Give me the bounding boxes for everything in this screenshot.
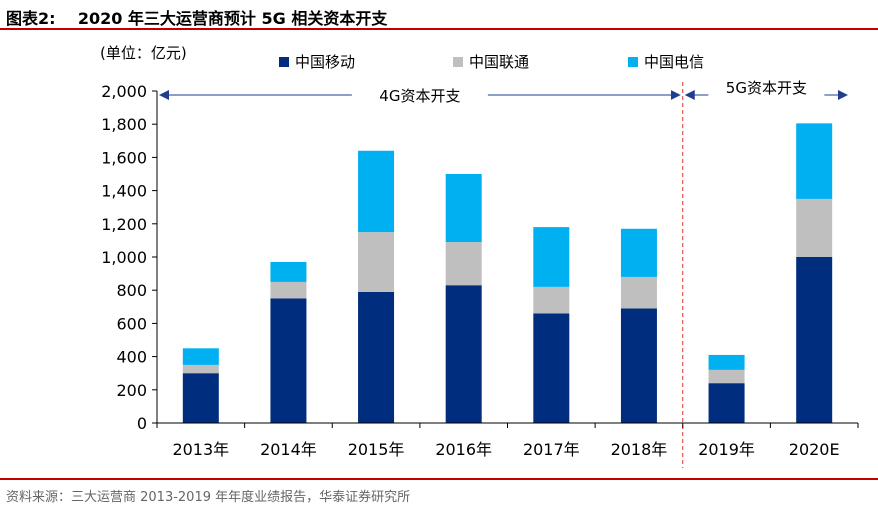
y-tick-label: 600	[116, 314, 147, 333]
period-4g-label: 4G资本开支	[379, 87, 460, 105]
bar-segment	[270, 298, 307, 423]
bar-segment	[182, 373, 219, 423]
bar-segment	[620, 276, 657, 309]
bar-segment	[445, 174, 482, 243]
legend-swatch	[628, 57, 638, 67]
bar-segment	[708, 354, 745, 370]
x-category-label: 2017年	[523, 440, 580, 459]
bar-segment	[533, 286, 570, 314]
figure-title-bar: 图表2: 2020 年三大运营商预计 5G 相关资本开支	[0, 0, 878, 30]
y-tick-label: 400	[116, 348, 147, 367]
x-category-label: 2013年	[172, 440, 229, 459]
y-tick-label: 800	[116, 281, 147, 300]
unit-label: (单位：亿元)	[100, 44, 187, 62]
bar-segment	[708, 369, 745, 384]
bar-segment	[445, 285, 482, 423]
period-5g-label-bg	[708, 82, 825, 106]
bar-segment	[270, 281, 307, 299]
y-tick-label: 1,400	[101, 182, 147, 201]
y-tick-label: 1,000	[101, 248, 147, 267]
legend-swatch	[453, 57, 463, 67]
x-category-label: 2020E	[789, 440, 840, 459]
legend-label: 中国联通	[469, 53, 529, 71]
bar-segment	[445, 242, 482, 286]
bar-segment	[358, 291, 395, 423]
legend: 中国移动 中国联通 中国电信	[279, 53, 704, 71]
bar-segment	[620, 308, 657, 423]
figure-source: 资料来源：三大运营商 2013-2019 年年度业绩报告，华泰证券研究所	[6, 490, 411, 505]
bar-segment	[796, 123, 833, 199]
y-tick-label: 1,600	[101, 148, 147, 167]
bar-segment	[796, 198, 833, 257]
bar-segment	[533, 227, 570, 287]
bar-segment	[796, 257, 833, 423]
y-tick-label: 1,800	[101, 115, 147, 134]
x-axis: 2013年 2014年 2015年 2016年 2017年 2018年 2019年 2020E	[156, 422, 859, 459]
bar-segment	[358, 232, 395, 292]
x-category-label: 2014年	[260, 440, 317, 459]
y-tick-label: 2,000	[101, 82, 147, 101]
figure-title: 图表2: 2020 年三大运营商预计 5G 相关资本开支	[6, 9, 388, 28]
x-category-label: 2019年	[698, 440, 755, 459]
period-4g-label-bg	[351, 82, 488, 106]
bar-segment	[270, 261, 307, 282]
bar-segment	[708, 383, 745, 423]
period-5g-label: 5G资本开支	[726, 79, 807, 97]
x-category-label: 2016年	[435, 440, 492, 459]
bar-segment	[182, 348, 219, 365]
period-annotations: 4G资本开支 5G资本开支	[159, 79, 848, 468]
bar-segment	[620, 228, 657, 277]
bar-segment	[182, 364, 219, 374]
legend-label: 中国电信	[644, 53, 704, 71]
stacked-bar-chart: (单位：亿元) 中国移动 中国联通 中国电信 4G资本开支 5G资本开支 0 200 40…	[100, 44, 859, 468]
bar-segment	[358, 150, 395, 233]
y-tick-label: 1,200	[101, 215, 147, 234]
x-category-label: 2015年	[348, 440, 405, 459]
figure-source-bar: 资料来源：三大运营商 2013-2019 年年度业绩报告，华泰证券研究所	[0, 478, 878, 509]
bars	[182, 123, 833, 423]
legend-label: 中国移动	[295, 53, 355, 71]
x-category-label: 2018年	[611, 440, 668, 459]
bar-segment	[533, 313, 570, 423]
y-tick-label: 200	[116, 381, 147, 400]
y-tick-label: 0	[137, 414, 147, 433]
y-axis: 0 200 400 600 800 1,000 1,200 1,400 1,600 1,800 2,…	[101, 82, 158, 433]
legend-swatch	[279, 57, 289, 67]
